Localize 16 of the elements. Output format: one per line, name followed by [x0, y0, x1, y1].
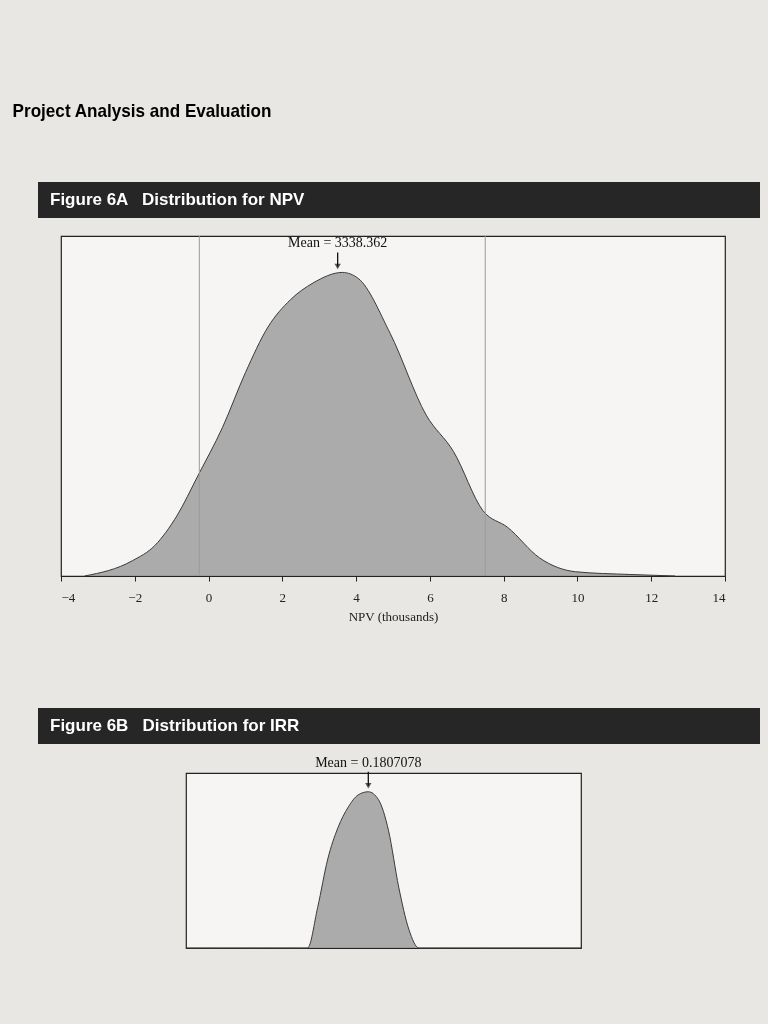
x-tick-label: −4	[61, 589, 76, 605]
x-tick-label: 10	[571, 589, 585, 605]
x-tick-label: 4	[353, 589, 361, 605]
x-tick-label: 6	[427, 589, 435, 605]
x-tick-label: 14	[712, 589, 726, 605]
x-tick-label: 0	[205, 589, 213, 605]
chart-title: Figure 6B Distribution for IRR	[38, 708, 760, 744]
text: Project Analysis and Evaluation	[11, 99, 273, 122]
annotation: Mean = 3338.362	[288, 235, 388, 251]
x-tick-label: 12	[645, 589, 659, 605]
x-axis-title: NPV (thousands)	[348, 608, 439, 624]
x-tick-label: 2	[279, 589, 287, 605]
annotation: Mean = 0.1807078	[315, 754, 422, 770]
chart-title: Figure 6A Distribution for NPV	[38, 182, 760, 218]
x-tick-label: 8	[500, 589, 508, 605]
x-tick-label: −2	[128, 589, 143, 605]
